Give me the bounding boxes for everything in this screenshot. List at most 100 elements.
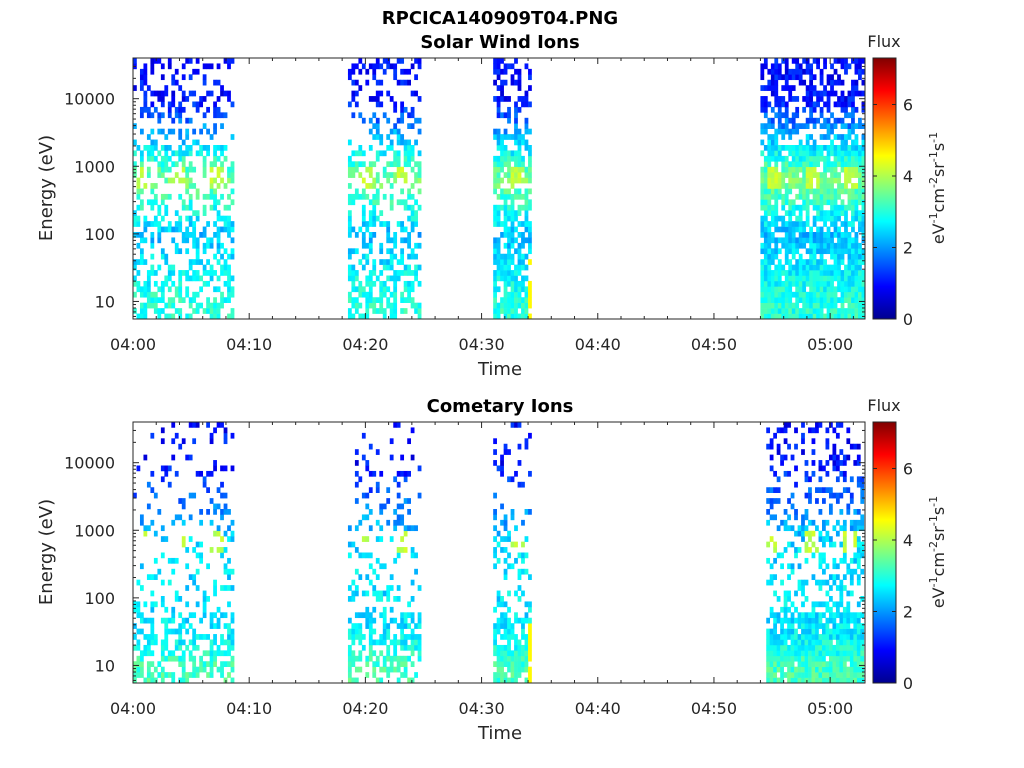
spectrogram-cell: [493, 552, 497, 559]
spectrogram-cell: [410, 145, 415, 151]
spectrogram-cell: [823, 90, 827, 97]
spectrogram-cell: [223, 145, 228, 151]
spectrogram-cell: [389, 302, 394, 309]
spectrogram-cell: [227, 204, 231, 211]
spectrogram-cell: [386, 297, 391, 303]
spectrogram-cell: [351, 634, 356, 640]
spectrogram-cell: [514, 264, 518, 271]
spectrogram-cell: [521, 139, 525, 146]
spectrogram-cell: [767, 85, 772, 91]
spectrogram-cell: [770, 85, 775, 91]
spectrogram-cell: [417, 585, 422, 591]
spectrogram-cell: [770, 259, 775, 265]
spectrogram-cell: [819, 237, 824, 244]
spectrogram-cell: [347, 166, 352, 173]
spectrogram-cell: [760, 270, 765, 276]
spectrogram-cell: [410, 155, 415, 162]
spectrogram-cell: [379, 210, 384, 216]
spectrogram-cell: [826, 297, 831, 303]
spectrogram-cell: [521, 666, 525, 673]
spectrogram-cell: [223, 568, 228, 575]
spectrogram-cell: [361, 536, 366, 542]
spectrogram-cell: [160, 161, 165, 168]
spectrogram-cell: [503, 677, 508, 684]
spectrogram-cell: [774, 210, 779, 216]
spectrogram-cell: [812, 188, 817, 195]
spectrogram-cell: [521, 134, 525, 140]
spectrogram-cell: [769, 574, 774, 580]
spectrogram-cell: [199, 634, 204, 640]
spectrogram-cell: [188, 215, 193, 222]
spectrogram-cell: [766, 677, 771, 684]
spectrogram-cell: [223, 492, 228, 499]
spectrogram-cell: [347, 525, 352, 532]
spectrogram-cell: [825, 536, 830, 542]
spectrogram-cell: [379, 536, 384, 542]
spectrogram-cell: [809, 183, 814, 189]
spectrogram-cell: [181, 237, 186, 244]
spectrogram-cell: [407, 655, 411, 662]
spectrogram-cell: [788, 117, 793, 124]
spectrogram-cell: [167, 101, 172, 108]
spectrogram-cell: [776, 596, 781, 602]
spectrogram-cell: [178, 106, 183, 113]
spectrogram-cell: [763, 308, 768, 314]
spectrogram-cell: [230, 519, 235, 526]
spectrogram-cell: [816, 199, 820, 206]
spectrogram-cell: [230, 253, 235, 260]
spectrogram-cell: [517, 302, 522, 309]
spectrogram-cell: [851, 112, 855, 119]
spectrogram-cell: [347, 677, 352, 684]
spectrogram-cell: [192, 139, 197, 146]
spectrogram-cell: [763, 155, 768, 162]
spectrogram-cell: [400, 519, 405, 526]
spectrogram-cell: [781, 112, 786, 119]
spectrogram-cell: [181, 672, 186, 678]
spectrogram-cell: [809, 302, 814, 309]
spectrogram-cell: [393, 150, 398, 157]
spectrogram-cell: [794, 530, 798, 537]
spectrogram-cell: [767, 264, 772, 271]
spectrogram-cell: [840, 183, 845, 189]
spectrogram-cell: [861, 286, 866, 293]
spectrogram-cell: [500, 460, 504, 466]
spectrogram-cell: [510, 183, 515, 189]
spectrogram-cell: [828, 634, 833, 640]
spectrogram-cell: [133, 606, 137, 613]
spectrogram-cell: [849, 677, 854, 684]
spectrogram-cell: [788, 204, 793, 211]
spectrogram-cell: [521, 242, 525, 249]
spectrogram-cell: [206, 237, 210, 244]
spectrogram-cell: [358, 172, 363, 178]
spectrogram-cell: [510, 215, 515, 222]
spectrogram-cell: [500, 188, 504, 195]
spectrogram-cell: [521, 264, 525, 271]
spectrogram-cell: [822, 552, 826, 559]
spectrogram-cell: [178, 596, 183, 602]
spectrogram-cell: [847, 313, 852, 320]
spectrogram-cell: [767, 172, 772, 178]
spectrogram-cell: [826, 270, 831, 276]
spectrogram-cell: [784, 302, 789, 309]
spectrogram-cell: [816, 215, 820, 222]
spectrogram-cell: [828, 503, 833, 510]
spectrogram-cell: [209, 161, 214, 168]
spectrogram-cell: [358, 628, 363, 635]
spectrogram-cell: [851, 150, 855, 157]
spectrogram-cell: [410, 112, 415, 119]
spectrogram-cell: [354, 585, 359, 591]
spectrogram-cell: [837, 177, 841, 184]
spectrogram-cell: [358, 226, 363, 233]
spectrogram-cell: [220, 492, 224, 499]
spectrogram-cell: [354, 188, 359, 195]
spectrogram-cell: [851, 79, 855, 86]
spectrogram-cell: [414, 623, 418, 629]
spectrogram-cell: [860, 655, 865, 662]
spectrogram-cell: [227, 90, 231, 97]
spectrogram-cell: [788, 259, 793, 265]
spectrogram-cell: [393, 302, 398, 309]
spectrogram-cell: [801, 449, 805, 455]
spectrogram-cell: [510, 672, 515, 678]
spectrogram-cell: [216, 530, 221, 537]
spectrogram-cell: [493, 308, 497, 314]
